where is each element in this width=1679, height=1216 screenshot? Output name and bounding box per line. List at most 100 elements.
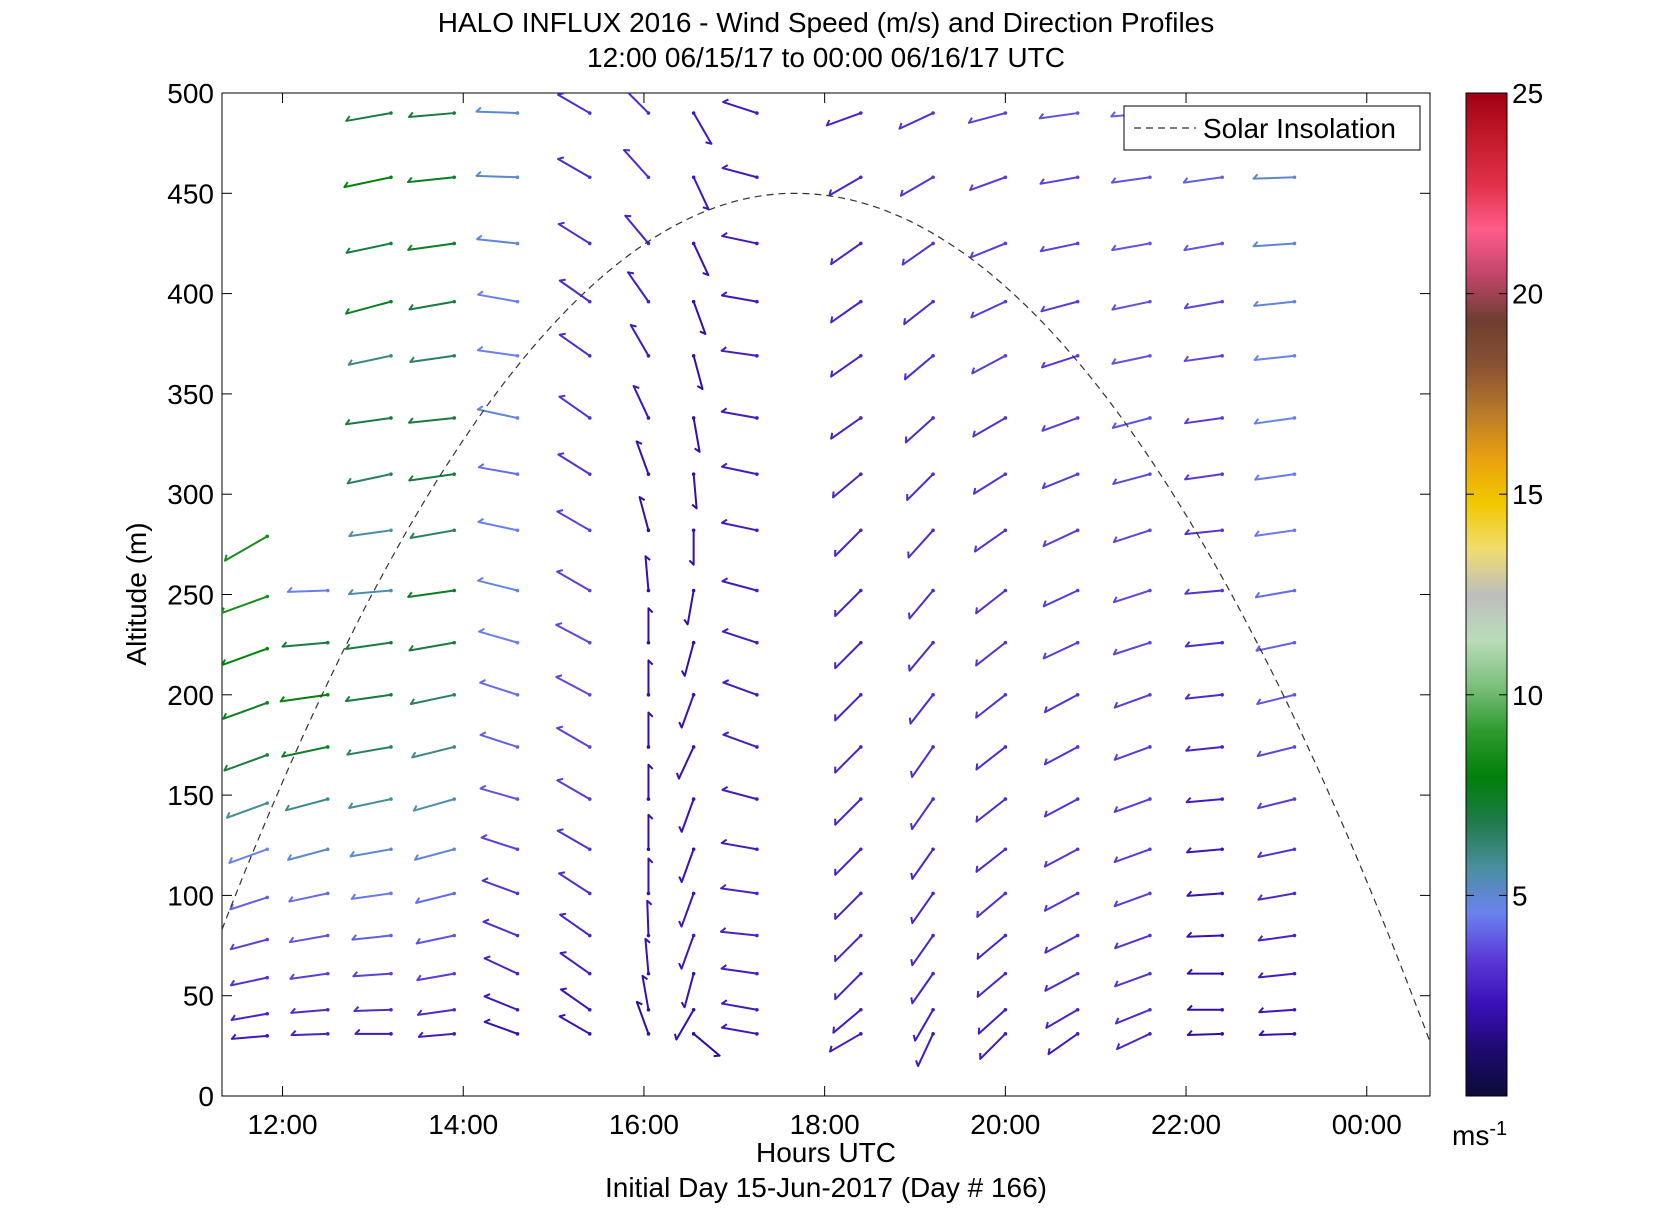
wind-barb-tick (285, 804, 290, 811)
wind-barb-tick (1257, 935, 1264, 942)
wind-vector (345, 112, 392, 122)
wind-station-dot (1003, 1032, 1008, 1036)
wind-vector (1258, 1032, 1296, 1037)
wind-barb-tick (1185, 693, 1191, 700)
wind-vector (1184, 693, 1224, 700)
wind-barb-tick (417, 1009, 423, 1016)
wind-barb-tick (1041, 482, 1047, 489)
wind-barb-tick (1045, 1021, 1049, 1029)
wind-station-dot (755, 745, 759, 749)
wind-vector (415, 934, 456, 945)
wind-vector (348, 798, 392, 810)
wind-station-dot (1003, 971, 1008, 976)
wind-station-dot (452, 241, 457, 246)
wind-station-dot (931, 528, 935, 533)
wind-vector (975, 798, 1007, 823)
wind-vector (909, 693, 935, 725)
wind-station-dot (1292, 299, 1297, 304)
wind-barb-tick (560, 951, 567, 955)
wind-vector (908, 589, 935, 620)
wind-barb-tick (975, 763, 979, 770)
wind-station-dot (858, 693, 863, 697)
wind-vector (1112, 641, 1151, 656)
wind-station-dot (646, 528, 651, 533)
wind-barb-tick (1111, 358, 1117, 365)
wind-vector (1112, 529, 1151, 544)
wind-vector (482, 920, 519, 937)
wind-barb-tick (345, 247, 351, 254)
wind-station-dot (389, 175, 393, 180)
wind-vector (829, 1032, 862, 1053)
wind-barb-tick (972, 430, 976, 437)
wind-vector (917, 1032, 935, 1067)
y-tick-label: 500 (167, 78, 214, 109)
wind-station-dot (1220, 416, 1224, 420)
wind-barb-tick (721, 838, 728, 844)
x-axis-label: Hours UTC (756, 1137, 896, 1168)
wind-station-dot (587, 299, 592, 304)
wind-station-dot (515, 1007, 520, 1012)
wind-barb-tick (721, 999, 728, 1005)
x-tick-label: 16:00 (609, 1109, 679, 1140)
wind-barb-tick (908, 612, 911, 619)
wind-station-dot (691, 640, 696, 645)
wind-vector (409, 354, 456, 363)
wind-station-dot (515, 1032, 520, 1036)
wind-station-dot (389, 693, 393, 697)
wind-station-dot (325, 933, 330, 938)
wind-barb-tick (345, 643, 351, 650)
wind-station-dot (931, 640, 935, 645)
wind-vector (1184, 416, 1224, 425)
wind-vector (281, 745, 329, 758)
wind-station-dot (265, 937, 269, 942)
y-tick-label: 350 (167, 379, 214, 410)
wind-station-dot (587, 745, 592, 749)
wind-vector (475, 174, 519, 179)
wind-station-dot (1075, 797, 1080, 801)
wind-vector (1113, 745, 1151, 761)
wind-barb-tick (720, 346, 727, 352)
wind-station-dot (1003, 299, 1008, 304)
wind-station-dot (1220, 971, 1224, 976)
wind-vector (1116, 1032, 1151, 1051)
wind-vector (976, 972, 1007, 998)
wind-station-dot (587, 588, 592, 593)
wind-barb-tick (289, 973, 295, 980)
wind-station-dot (265, 975, 269, 980)
wind-station-dot (646, 745, 651, 749)
wind-vector (1185, 745, 1224, 752)
wind-vector (720, 465, 758, 476)
wind-barb-tick (1187, 1029, 1193, 1036)
wind-barb-tick (705, 141, 712, 145)
wind-barb-tick (702, 206, 709, 211)
wind-vector (345, 300, 392, 315)
wind-barb-tick (678, 825, 683, 833)
wind-vector (558, 872, 591, 895)
wind-barb-tick (480, 784, 487, 790)
wind-vector (344, 693, 392, 703)
wind-station-dot (515, 528, 520, 533)
wind-barb-tick (415, 897, 421, 904)
wind-barb-tick (975, 607, 978, 614)
wind-vector (680, 798, 695, 833)
wind-barb-tick (975, 815, 979, 822)
wind-station-dot (389, 1007, 393, 1012)
wind-barb-tick (1257, 802, 1263, 809)
wind-station-dot (1148, 588, 1152, 593)
wind-station-dot (931, 797, 935, 801)
wind-barb-tick (721, 1023, 728, 1029)
wind-station-dot (265, 1011, 269, 1016)
wind-barb-tick (354, 1028, 361, 1035)
colorbar-tick-label: 25 (1512, 78, 1543, 109)
wind-vector (286, 589, 329, 593)
wind-vector (222, 701, 269, 720)
wind-station-dot (646, 640, 651, 645)
wind-station-dot (1075, 353, 1080, 358)
wind-station-dot (931, 971, 935, 976)
wind-vector (556, 779, 591, 801)
wind-barb-tick (484, 955, 491, 960)
wind-station-dot (858, 472, 863, 476)
wind-vector (721, 630, 758, 644)
wind-vector (975, 693, 1007, 719)
wind-vector (230, 1012, 269, 1022)
